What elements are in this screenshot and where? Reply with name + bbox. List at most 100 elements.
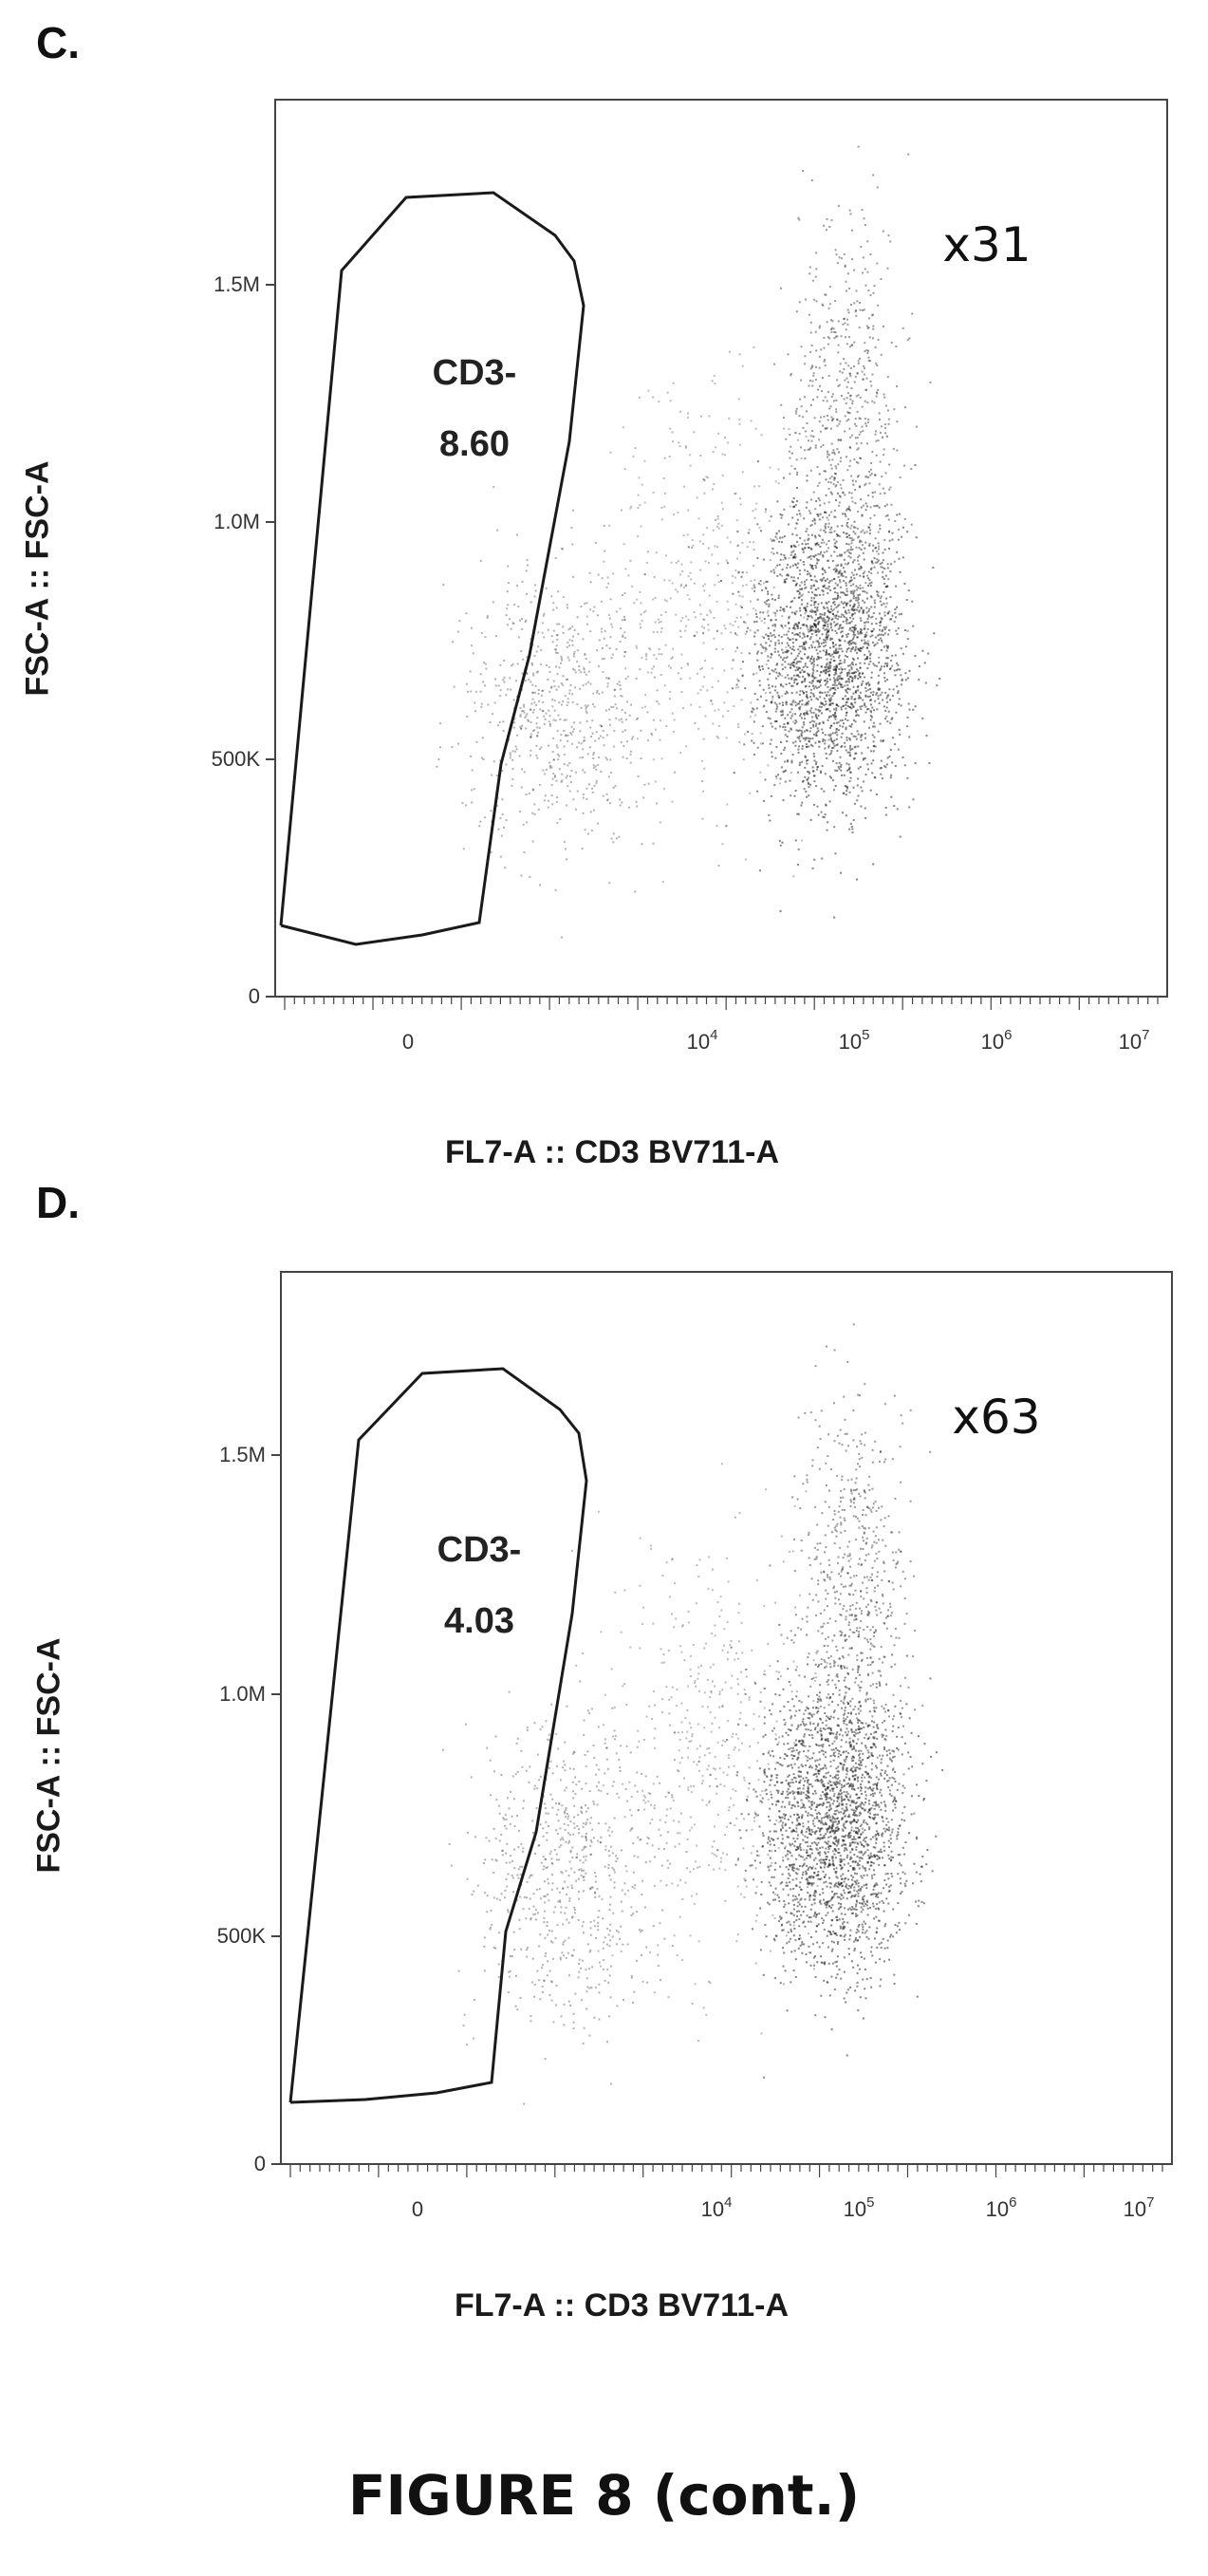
event-dot	[585, 798, 587, 800]
event-dot	[805, 791, 807, 793]
event-dot	[862, 371, 864, 373]
event-dot	[827, 636, 828, 638]
y-tick-label: 500K	[212, 747, 261, 771]
event-dot	[854, 521, 856, 523]
event-dot	[655, 729, 657, 731]
event-dot	[803, 561, 805, 563]
event-dot	[799, 399, 801, 401]
event-dot	[805, 543, 807, 545]
event-dot	[723, 670, 725, 672]
event-dot	[697, 728, 699, 730]
event-dot	[808, 685, 810, 687]
event-dot	[846, 749, 847, 751]
event-dot	[888, 489, 890, 491]
event-dot	[800, 713, 802, 715]
event-dot	[789, 451, 790, 453]
event-dot	[803, 617, 805, 619]
event-dot	[521, 787, 523, 789]
event-dot	[759, 772, 761, 774]
event-dot	[888, 234, 890, 236]
event-dot	[878, 662, 880, 663]
event-dot	[826, 753, 827, 755]
event-dot	[825, 692, 827, 694]
event-dot	[885, 814, 887, 816]
event-dot	[903, 1820, 905, 1821]
event-dot	[564, 746, 566, 748]
event-dot	[567, 657, 569, 659]
event-dot	[653, 758, 655, 760]
event-dot	[567, 740, 568, 742]
event-dot	[846, 656, 848, 658]
event-dot	[779, 537, 781, 539]
event-dot	[793, 1814, 795, 1816]
event-dot	[738, 419, 740, 420]
event-dot	[779, 573, 781, 575]
event-dot	[803, 692, 805, 694]
event-dot	[901, 1819, 902, 1820]
event-dot	[722, 716, 724, 718]
event-dot	[797, 648, 799, 650]
event-dot	[867, 689, 869, 691]
event-dot	[781, 514, 783, 516]
event-dot	[801, 604, 803, 606]
event-dot	[775, 619, 777, 621]
event-dot	[703, 676, 705, 678]
event-dot	[786, 567, 788, 569]
event-dot	[821, 712, 823, 714]
event-dot	[874, 726, 876, 728]
event-dot	[801, 405, 803, 407]
event-dot	[728, 418, 730, 420]
event-dot	[804, 776, 806, 778]
event-dot	[886, 436, 888, 438]
event-dot	[869, 661, 871, 663]
event-dot	[876, 1830, 878, 1832]
event-dot	[553, 630, 555, 632]
event-dot	[580, 671, 582, 673]
event-dot	[760, 580, 762, 582]
event-dot	[816, 769, 818, 771]
event-dot	[554, 700, 556, 701]
event-dot	[684, 630, 686, 632]
event-dot	[560, 734, 562, 736]
event-dot	[815, 613, 817, 615]
event-dot	[836, 379, 838, 381]
event-dot	[566, 805, 567, 807]
event-dot	[837, 351, 839, 353]
event-dot	[836, 750, 838, 752]
event-dot	[657, 631, 659, 633]
event-dot	[806, 704, 808, 706]
event-dot	[556, 644, 558, 646]
event-dot	[812, 585, 814, 587]
event-dot	[785, 646, 787, 648]
event-dot	[775, 746, 777, 748]
event-dot	[861, 1743, 863, 1745]
event-dot	[872, 495, 874, 497]
event-dot	[864, 1870, 866, 1872]
event-dot	[476, 741, 478, 743]
event-dot	[837, 481, 839, 483]
event-dot	[797, 519, 799, 521]
event-dot	[474, 788, 475, 790]
event-dot	[625, 719, 627, 720]
event-dot	[833, 826, 835, 828]
event-dot	[883, 559, 884, 561]
event-dot	[753, 673, 754, 675]
event-dot	[864, 367, 865, 369]
event-dot	[753, 621, 755, 623]
event-dot	[899, 1929, 901, 1931]
event-dot	[543, 615, 545, 617]
event-dot	[806, 410, 808, 412]
event-dot	[794, 659, 796, 661]
event-dot	[871, 451, 873, 453]
event-dot	[624, 568, 626, 569]
event-dot	[866, 401, 868, 403]
event-dot	[859, 302, 861, 304]
event-dot	[851, 748, 853, 750]
event-dot	[898, 627, 900, 629]
event-dot	[806, 696, 808, 698]
event-dot	[771, 795, 772, 797]
event-dot	[776, 703, 778, 705]
event-dot	[820, 446, 822, 448]
event-dot	[660, 507, 662, 509]
event-dot	[807, 606, 808, 607]
